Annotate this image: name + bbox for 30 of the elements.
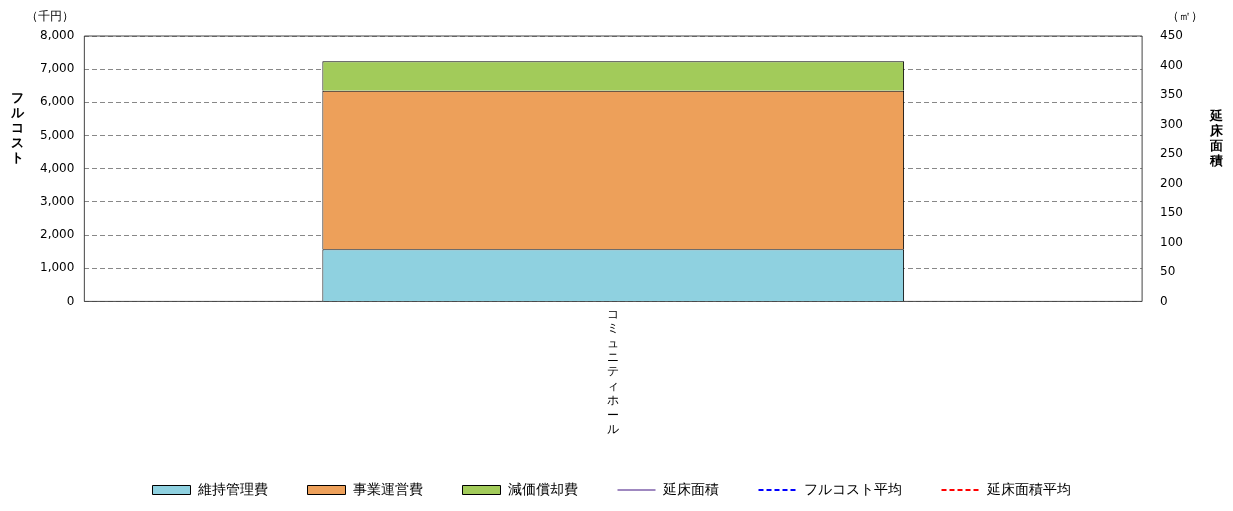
y-tick-label: 1,000	[39, 260, 75, 275]
y2-tick-label: 400	[1160, 57, 1183, 72]
legend-label: 減価償却費	[507, 480, 578, 497]
y2-tick-label: 450	[1160, 28, 1183, 43]
legend-label: 事業運営費	[352, 480, 423, 497]
y2-tick-label: 150	[1160, 205, 1183, 220]
y2-tick-label: 350	[1160, 87, 1183, 102]
y-tick-label: 2,000	[39, 227, 75, 242]
legend-label: 延床面積平均	[985, 480, 1071, 497]
y2-tick-label: 50	[1160, 264, 1176, 279]
legend-label: 延床面積	[661, 480, 719, 497]
y-tick-label: 5,000	[39, 127, 75, 142]
y-tick-label: 3,000	[39, 194, 75, 208]
category-label: コミュニティホール	[607, 306, 620, 436]
y-tick-label: 4,000	[39, 160, 75, 175]
text: （㎡）	[1167, 9, 1203, 24]
y2-tick-label: 300	[1160, 116, 1183, 131]
y-tick-label: 0	[66, 293, 75, 308]
y-tick-label: 6,000	[39, 94, 75, 109]
text: （千円）	[26, 9, 74, 24]
y2-tick-label: 100	[1160, 234, 1183, 249]
y2-tick-label: 0	[1160, 293, 1168, 308]
y-tick-label: 8,000	[39, 28, 75, 43]
y2-axis-title: 延床面積	[1208, 107, 1224, 168]
y-tick-label: 7,000	[39, 61, 75, 76]
legend-label: 維持管理費	[196, 480, 268, 497]
y2-tick-label: 250	[1160, 146, 1183, 161]
y2-tick-label: 200	[1160, 175, 1183, 190]
legend-label: フルコスト平均	[803, 480, 902, 497]
y-axis-title: フルコスト	[9, 90, 25, 166]
